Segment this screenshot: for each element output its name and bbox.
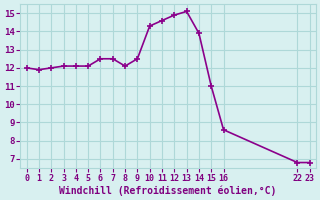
X-axis label: Windchill (Refroidissement éolien,°C): Windchill (Refroidissement éolien,°C) — [60, 185, 277, 196]
